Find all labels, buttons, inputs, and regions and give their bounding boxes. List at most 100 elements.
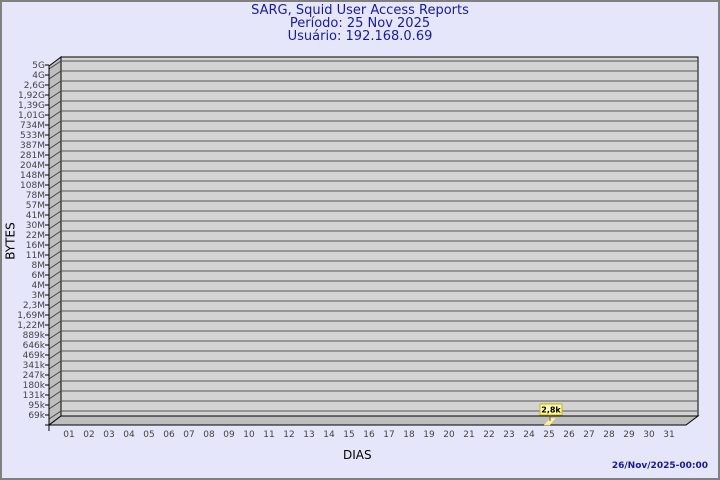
y-axis-label: BYTES xyxy=(3,222,18,260)
x-tick-label: 16 xyxy=(363,430,375,440)
x-tick-label: 21 xyxy=(463,430,474,440)
grid-slant xyxy=(48,350,62,360)
y-tick-label: 387M xyxy=(20,141,45,151)
x-tick-label: 03 xyxy=(103,430,114,440)
x-tick-label: 22 xyxy=(483,430,494,440)
grid-slant xyxy=(48,230,62,240)
grid-slant xyxy=(48,210,62,220)
grid-slant xyxy=(48,140,62,150)
x-tick-label: 18 xyxy=(403,430,415,440)
grid-slant xyxy=(48,130,62,140)
grid-slant xyxy=(48,120,62,130)
y-tick-label: 2,6G xyxy=(24,81,45,91)
y-tick-label: 469k xyxy=(23,351,46,361)
grid-slant xyxy=(48,360,62,370)
grid-slant xyxy=(48,410,62,420)
x-tick-label: 12 xyxy=(283,430,294,440)
chart-period: Período: 25 Nov 2025 xyxy=(289,16,431,31)
y-tick-label: 11M xyxy=(26,251,45,261)
grid-slant xyxy=(48,400,62,410)
y-tick-label: 646k xyxy=(23,341,46,351)
y-tick-label: 1,22M xyxy=(17,321,45,331)
y-tick-label: 4G xyxy=(32,71,45,81)
x-tick-label: 04 xyxy=(123,430,135,440)
y-tick-label: 22M xyxy=(26,231,45,241)
x-tick-label: 29 xyxy=(623,430,635,440)
grid-slant xyxy=(48,240,62,250)
x-tick-label: 23 xyxy=(503,430,514,440)
x-tick-label: 05 xyxy=(143,430,154,440)
y-tick-label: 57M xyxy=(26,201,45,211)
x-tick-label: 06 xyxy=(163,430,175,440)
x-tick-label: 11 xyxy=(263,430,274,440)
grid-slant xyxy=(48,90,62,100)
grid-slant xyxy=(48,60,62,70)
y-tick-label: 16M xyxy=(26,241,45,251)
x-tick-label: 26 xyxy=(563,430,575,440)
y-tick-label: 30M xyxy=(26,221,45,231)
x-tick-label: 20 xyxy=(443,430,455,440)
grid-slant xyxy=(48,180,62,190)
grid-slant xyxy=(48,190,62,200)
grid-slant xyxy=(48,260,62,270)
grid-slant xyxy=(48,270,62,280)
y-tick-label: 1,01G xyxy=(18,111,45,121)
x-tick-label: 10 xyxy=(243,430,255,440)
x-axis-label: DIAS xyxy=(343,448,372,462)
y-tick-label: 204M xyxy=(20,161,45,171)
grid-slant xyxy=(48,220,62,230)
y-tick-label: 5G xyxy=(32,61,45,71)
x-tick-label: 24 xyxy=(523,430,535,440)
bar xyxy=(543,417,557,426)
x-tick-label: 19 xyxy=(423,430,435,440)
x-tick-label: 30 xyxy=(643,430,655,440)
y-tick-label: 69k xyxy=(28,411,45,421)
chart-user: Usuário: 192.168.0.69 xyxy=(287,29,433,44)
y-tick-label: 78M xyxy=(26,191,45,201)
x-tick-label: 07 xyxy=(183,430,194,440)
y-tick-label: 6M xyxy=(32,271,46,281)
x-tick-label: 25 xyxy=(543,430,554,440)
x-tick-label: 13 xyxy=(303,430,314,440)
y-tick-label: 95k xyxy=(28,401,45,411)
grid-slant xyxy=(48,280,62,290)
data-label: 2,8k xyxy=(541,406,561,415)
x-tick-label: 28 xyxy=(603,430,615,440)
grid-slant xyxy=(48,290,62,300)
y-tick-label: 281M xyxy=(20,151,45,161)
x-tick-label: 31 xyxy=(663,430,674,440)
y-tick-label: 1,39G xyxy=(18,101,45,111)
floor xyxy=(47,415,700,426)
grid-slant xyxy=(48,300,62,310)
y-tick-label: 247k xyxy=(23,371,46,381)
x-tick-label: 01 xyxy=(63,430,74,440)
grid-slant xyxy=(48,380,62,390)
grid-slant xyxy=(48,70,62,80)
grid-slant xyxy=(48,370,62,380)
y-tick-label: 1,92G xyxy=(18,91,45,101)
grid-slant xyxy=(48,150,62,160)
y-tick-label: 8M xyxy=(32,261,46,271)
x-tick-label: 02 xyxy=(83,430,94,440)
data-label-box xyxy=(539,403,563,416)
y-tick-label: 180k xyxy=(23,381,46,391)
y-tick-label: 889k xyxy=(23,331,46,341)
footer-timestamp: 26/Nov/2025-00:00 xyxy=(611,461,708,471)
y-tick-label: 148M xyxy=(20,171,45,181)
grid-slant xyxy=(48,110,62,120)
y-tick-label: 533M xyxy=(20,131,45,141)
y-tick-label: 108M xyxy=(20,181,45,191)
y-tick-label: 41M xyxy=(26,211,45,221)
grid-slant xyxy=(48,160,62,170)
grid-slant xyxy=(48,80,62,90)
grid-slant xyxy=(48,250,62,260)
y-tick-label: 131k xyxy=(23,391,46,401)
y-tick-label: 2,3M xyxy=(23,301,45,311)
x-tick-label: 27 xyxy=(583,430,594,440)
grid-slant xyxy=(48,390,62,400)
back-wall xyxy=(60,56,699,417)
y-tick-label: 4M xyxy=(32,281,46,291)
grid-slant xyxy=(48,310,62,320)
